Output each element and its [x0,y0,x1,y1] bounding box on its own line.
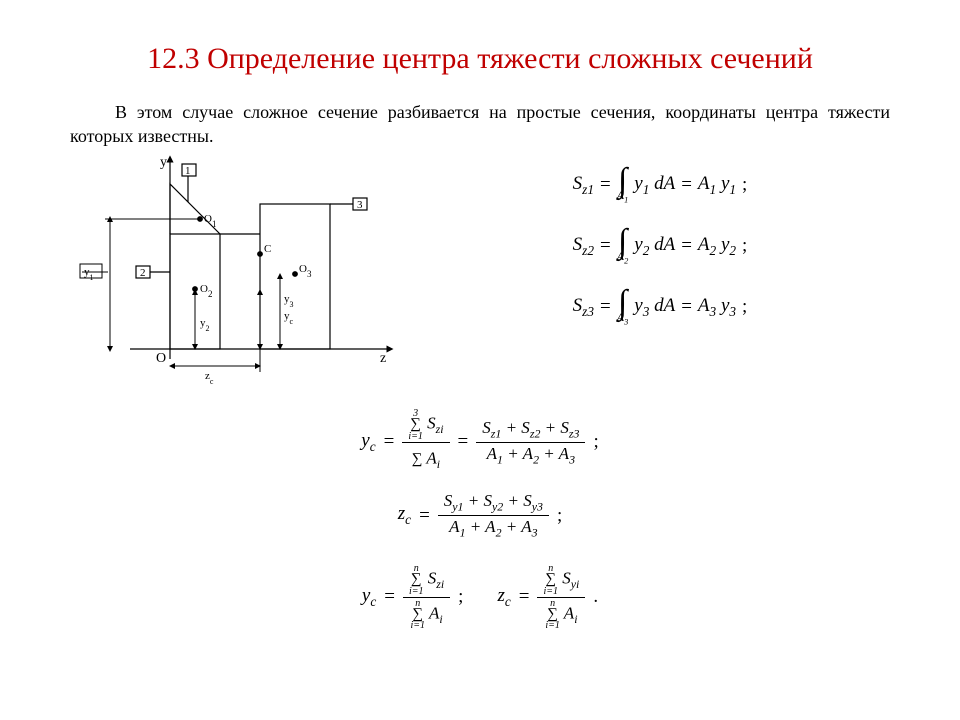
eq-yc-expanded: yc= 3∑i=1 Szi ∑ Ai = Sz1 + Sz2 + Sz3 A1 … [70,408,890,476]
eq-sz2: Sz2 = ∫A2 y2 dA = A2 y2 ; [430,227,890,266]
eq-sz3: Sz3 = ∫A3 y3 dA = A3 y3 ; [430,288,890,327]
section-title: 12.3 Определение центра тяжести сложных … [70,40,890,78]
eq-zc-expanded: zc= Sy1 + Sy2 + Sy3 A1 + A2 + A3 ; [70,490,890,541]
svg-text:2: 2 [140,267,146,279]
svg-text:y3: y3 [284,293,294,309]
svg-text:C: C [264,243,271,255]
static-moment-equations: Sz1 = ∫A1 y1 dA = A1 y1 ; Sz2 = ∫A2 y2 d… [430,154,890,348]
svg-text:z: z [380,351,386,366]
svg-text:O2: O2 [200,283,212,299]
svg-text:O3: O3 [299,263,312,279]
intro-paragraph: В этом случае сложное сечение разбиваетс… [70,100,890,149]
svg-text:y: y [160,155,167,170]
centroid-formulas: yc= 3∑i=1 Szi ∑ Ai = Sz1 + Sz2 + Sz3 A1 … [70,408,890,631]
eq-sz1: Sz1 = ∫A1 y1 dA = A1 y1 ; [430,166,890,205]
svg-text:3: 3 [357,199,363,211]
svg-text:1: 1 [185,165,191,177]
svg-text:yc: yc [284,310,294,326]
svg-text:O: O [156,351,166,366]
svg-text:O1: O1 [204,213,216,229]
svg-text:zc: zc [205,370,214,386]
cross-section-diagram: y 1 2 3 z O O1 O2 O3 C y1 y2 y3 yc zc [70,154,400,394]
eq-general: yc= n∑i=1 Szi n∑i=1 Ai ; zc= n∑i=1 Syi n… [70,563,890,631]
page: 12.3 Определение центра тяжести сложных … [0,0,960,665]
figure-and-equations-row: y 1 2 3 z O O1 O2 O3 C y1 y2 y3 yc zc Sz… [70,154,890,394]
svg-text:y2: y2 [200,317,210,333]
